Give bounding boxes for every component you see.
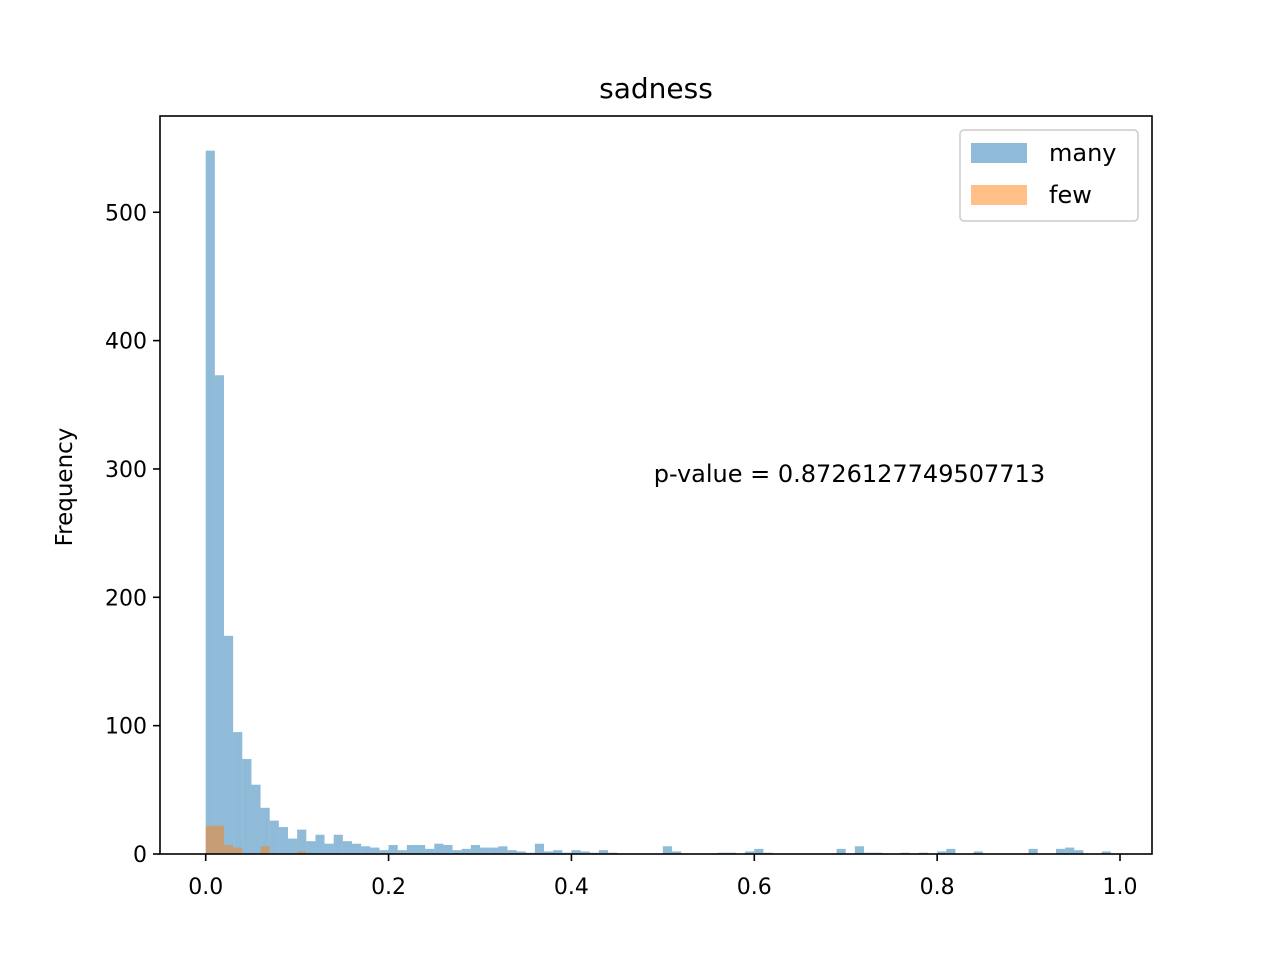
bar-many [461,848,471,854]
x-tick-label: 1.0 [1103,875,1138,900]
bar-many [397,850,407,854]
x-tick-label: 0.4 [554,875,589,900]
bars-layer [205,150,1111,854]
bar-many [1056,848,1066,854]
bar-many [672,851,682,854]
bar-many [937,851,947,854]
bar-many [342,841,352,854]
bar-many [278,827,288,854]
bar-many [224,635,234,854]
bar-few [205,825,215,854]
bar-many [1101,851,1111,854]
bar-many [233,732,243,854]
bar-many [260,807,270,854]
y-tick-label: 500 [105,201,147,226]
bar-many [352,843,362,854]
bar-many [315,834,325,854]
y-tick-label: 100 [105,715,147,740]
bar-many [1065,847,1075,854]
bar-many [306,841,316,854]
p-value-annotation: p-value = 0.8726127749507713 [654,460,1045,488]
bar-many [388,845,398,854]
bar-many [973,851,983,854]
bar-few [233,847,243,854]
bar-many [580,851,590,854]
bar-few [214,825,224,854]
y-tick-label: 400 [105,330,147,355]
bar-many [333,834,343,854]
series-few [205,825,307,854]
bar-many [553,850,563,854]
x-tick-label: 0.8 [920,875,955,900]
legend-label-many: many [1049,139,1117,167]
bar-few [297,851,307,854]
bar-many [370,847,380,854]
bar-many [754,848,764,854]
legend-label-few: few [1049,181,1092,209]
bar-many [297,829,307,854]
series-many [205,150,1111,854]
bar-many [854,846,864,854]
legend-swatch-few [971,185,1027,205]
bar-many [288,838,298,854]
bar-many [662,846,672,854]
bar-many [571,850,581,854]
bar-many [205,150,215,854]
bar-many [516,851,526,854]
bar-many [946,848,956,854]
bar-many [507,850,517,854]
y-axis-label: Frequency [52,428,78,547]
y-tick-label: 200 [105,586,147,611]
bar-many [443,845,453,854]
bar-many [489,847,499,854]
annotation-layer: p-value = 0.8726127749507713 [654,460,1045,488]
bar-many [416,845,426,854]
bar-many [425,848,435,854]
legend-swatch-many [971,143,1027,163]
y-axis: 0 100 200 300 400 500 [105,201,160,868]
bar-many [434,843,444,854]
y-tick-label: 300 [105,458,147,483]
bar-many [452,850,462,854]
chart-title: sadness [599,72,713,105]
y-tick-label: 0 [133,843,147,868]
bar-many [379,850,389,854]
bar-many [1028,848,1038,854]
bar-many [251,784,261,854]
bar-many [470,845,480,854]
bar-many [1074,850,1084,854]
bar-many [498,846,508,854]
bar-many [598,850,608,854]
legend: many few [959,129,1139,222]
bar-many [480,847,490,854]
x-tick-label: 0.2 [371,875,406,900]
x-tick-label: 0.0 [188,875,223,900]
bar-few [260,846,270,854]
bar-many [324,843,334,854]
x-tick-label: 0.6 [737,875,772,900]
bar-many [214,375,224,854]
x-axis: 0.0 0.2 0.4 0.6 0.8 1.0 [188,854,1138,900]
bar-many [406,845,416,854]
bar-many [361,846,371,854]
bar-many [836,848,846,854]
bar-many [544,851,554,854]
bar-many [745,851,755,854]
bar-many [242,759,252,854]
bar-many [534,843,544,854]
bar-few [224,845,234,854]
bar-many [269,820,279,854]
plot-frame [159,115,1153,855]
